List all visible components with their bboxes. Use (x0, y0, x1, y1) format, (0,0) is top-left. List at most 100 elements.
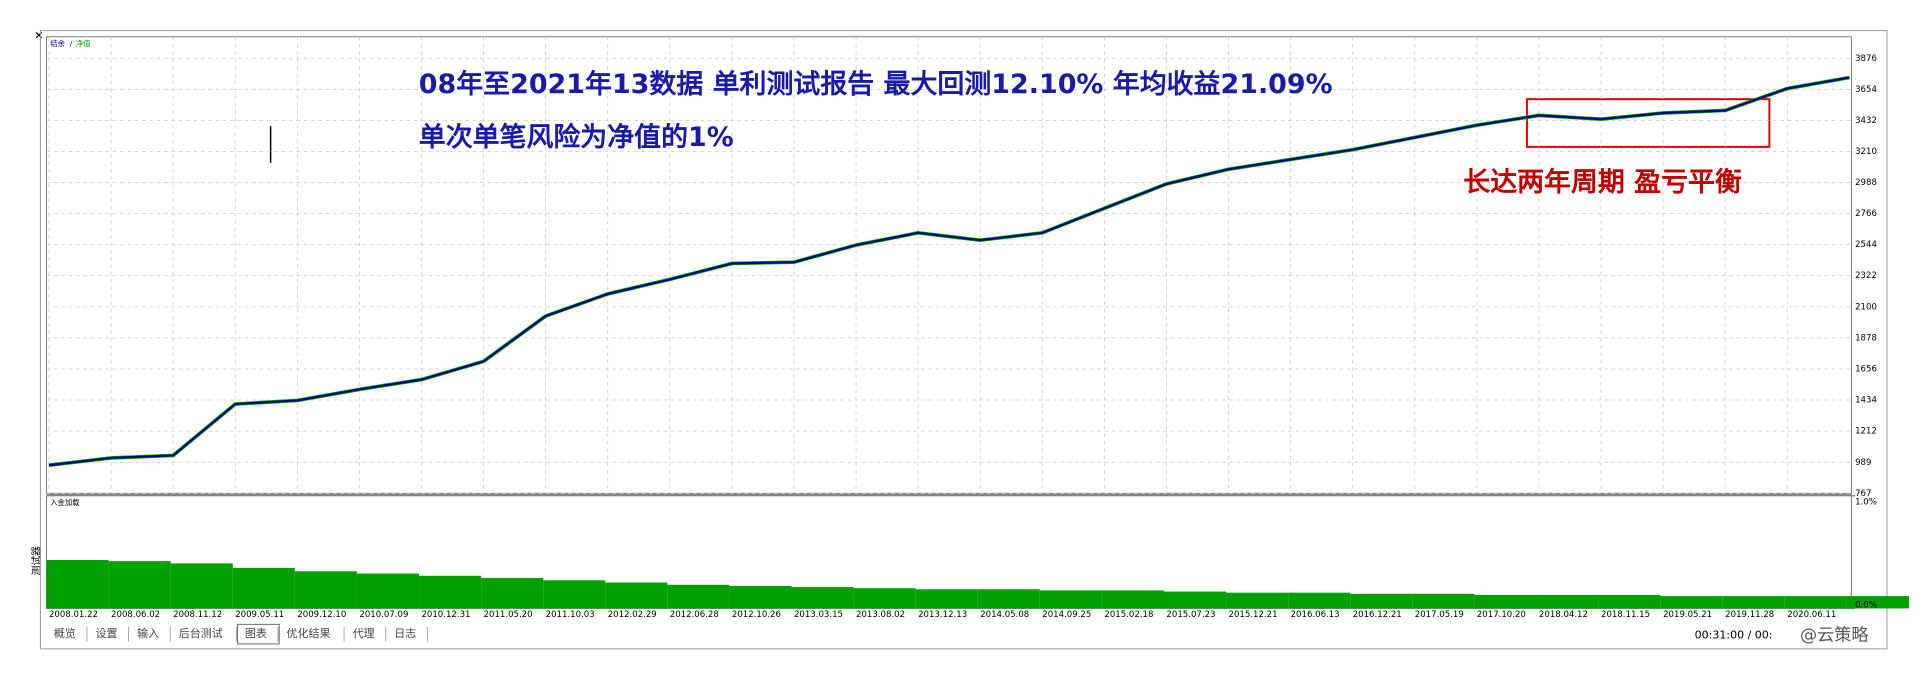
legend-sep: / (70, 39, 73, 48)
y-tick-label: 2544 (1855, 240, 1877, 250)
bar (356, 573, 420, 609)
bar (232, 567, 295, 609)
bar (1660, 596, 1723, 609)
close-button[interactable]: × (34, 29, 43, 42)
bar (915, 589, 978, 609)
bar (46, 560, 109, 609)
bar (419, 575, 482, 609)
y-tick-label: 989 (1855, 458, 1871, 468)
bar (1536, 594, 1599, 609)
x-tick-label: 2013.08.02 (856, 610, 905, 620)
y-tick-label: 3210 (1855, 147, 1877, 157)
x-tick-label: 2014.05.08 (980, 610, 1029, 620)
bar (108, 561, 171, 609)
watermark: @云策略 (1800, 625, 1869, 645)
y-tick-label: 1878 (1855, 333, 1877, 343)
bar (729, 585, 792, 609)
bar (977, 589, 1040, 609)
x-tick-label: 2020.06.11 (1787, 610, 1836, 620)
y-tick-label: 3432 (1855, 116, 1877, 126)
x-tick-label: 2015.12.21 (1229, 610, 1278, 620)
y-tick-label: 1.0% (1855, 497, 1877, 507)
legend-equity: 净值 (76, 39, 91, 48)
x-tick-label: 2015.07.23 (1166, 610, 1215, 620)
status: 00:31:00 / 00: (1695, 628, 1773, 641)
bar (1288, 592, 1351, 609)
bar (853, 588, 916, 609)
x-tick-label: 2012.02.29 (608, 610, 657, 620)
x-tick-label: 2010.07.09 (359, 610, 408, 620)
x-tick-label: 2015.02.18 (1104, 610, 1153, 620)
tab[interactable]: 输入 (137, 626, 159, 640)
y-tick-label: 3876 (1855, 54, 1877, 64)
bar (170, 563, 233, 609)
tab[interactable]: 图表 (245, 626, 267, 640)
subheadline: 单次单笔风险为净值的1% (419, 121, 734, 153)
bar (294, 571, 357, 609)
bar (1598, 594, 1661, 609)
bar (1412, 593, 1475, 609)
x-tick-label: 2010.12.31 (421, 610, 470, 620)
x-tick-label: 2017.10.20 (1477, 610, 1526, 620)
x-tick-label: 2013.12.13 (918, 610, 967, 620)
bar (1164, 591, 1227, 609)
x-tick-label: 2009.12.10 (297, 610, 346, 620)
bar (1350, 593, 1413, 609)
tab[interactable]: 代理 (353, 627, 375, 640)
window-frame (39, 30, 1888, 650)
tab[interactable]: 日志 (394, 627, 416, 640)
callout: 长达两年周期 盈亏平衡 (1463, 166, 1742, 198)
bar (1722, 596, 1785, 609)
x-tick-label: 2011.05.20 (484, 610, 533, 620)
headline: 08年至2021年13数据 单利测试报告 最大回测12.10% 年均收益21.0… (419, 68, 1333, 100)
legend-balance: 结余 (50, 39, 65, 48)
highlight-box (1525, 98, 1771, 148)
tab[interactable]: 设置 (96, 627, 118, 640)
x-tick-label: 2009.05.11 (235, 610, 284, 620)
x-tick-label: 2018.11.15 (1601, 610, 1650, 620)
tab[interactable]: 后台测试 (179, 626, 223, 640)
x-tick-label: 2013.03.15 (794, 610, 843, 620)
x-tick-label: 2018.04.12 (1539, 610, 1588, 620)
bar (1039, 590, 1102, 609)
bar (605, 582, 668, 609)
y-tick-label: 1434 (1855, 396, 1877, 406)
x-tick-label: 2016.06.13 (1291, 610, 1340, 620)
x-tick-label: 2019.05.21 (1663, 610, 1712, 620)
y-tick-label: 2100 (1855, 302, 1877, 312)
y-tick-label: 2322 (1855, 271, 1877, 281)
y-tick-label: 2988 (1855, 178, 1877, 188)
y-tick-label: 1212 (1855, 427, 1877, 437)
side-label: 测试器 (30, 546, 43, 576)
y-tick-label: 767 (1855, 489, 1871, 499)
series-line (48, 76, 1850, 467)
x-tick-label: 2012.10.26 (732, 610, 781, 620)
x-tick-label: 2008.06.02 (111, 610, 160, 620)
active-tab (237, 623, 280, 645)
x-tick-label: 2014.09.25 (1042, 610, 1091, 620)
y-tick-label: 2766 (1855, 209, 1877, 219)
x-tick-label: 2011.10.03 (546, 610, 595, 620)
bar (543, 580, 606, 609)
x-tick-label: 2008.11.12 (173, 610, 222, 620)
bar (481, 578, 544, 609)
bar (667, 584, 730, 609)
lower-title: 入金加载 (50, 498, 80, 507)
bar (1846, 596, 1909, 609)
x-tick-label: 2016.12.21 (1353, 610, 1402, 620)
x-tick-label: 2017.05.19 (1415, 610, 1464, 620)
y-tick-label: 3654 (1855, 85, 1877, 95)
tab[interactable]: 概览 (54, 626, 76, 640)
bar (1101, 590, 1164, 609)
bar (1784, 596, 1847, 609)
y-tick-label: 1656 (1855, 364, 1877, 374)
tab[interactable]: 优化结果 (287, 626, 331, 640)
x-tick-label: 2008.01.22 (49, 610, 98, 620)
bar (1226, 592, 1289, 609)
x-tick-label: 2012.06.28 (670, 610, 719, 620)
bar (1474, 594, 1537, 609)
x-tick-label: 2019.11.28 (1725, 610, 1774, 620)
bar (791, 587, 854, 609)
main-plot-area (46, 36, 1852, 494)
